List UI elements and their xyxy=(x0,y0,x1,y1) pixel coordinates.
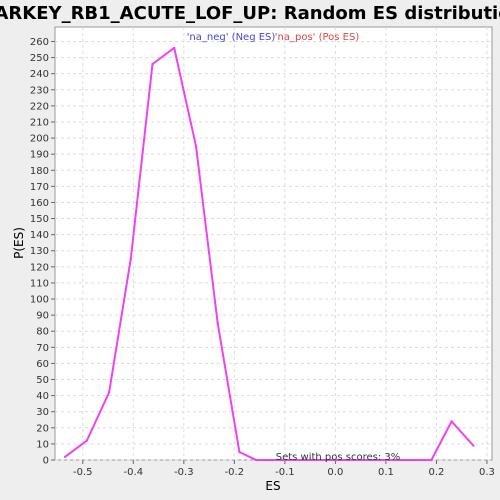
x-tick-label: 0.1 xyxy=(378,467,394,478)
series-point xyxy=(85,439,89,442)
x-axis: -0.5 -0.4 -0.3 -0.2 -0.1 0.0 0.1 0.2 0.3 xyxy=(73,460,495,478)
y-tick-label: 250 xyxy=(30,53,49,64)
series-line xyxy=(64,46,475,461)
y-axis-label: P(ES) xyxy=(12,227,26,259)
x-tick-label: -0.3 xyxy=(174,467,194,478)
series-point xyxy=(107,391,111,394)
pos-scores-annotation: Sets with pos scores: 3% xyxy=(276,452,401,463)
series-point xyxy=(450,420,453,423)
y-tick-label: 20 xyxy=(36,423,49,434)
y-tick-label: 90 xyxy=(36,311,49,322)
y-tick-label: 120 xyxy=(30,262,49,273)
y-tick-label: 190 xyxy=(30,150,49,161)
y-tick-label: 180 xyxy=(30,166,49,177)
series-point xyxy=(194,144,198,148)
x-tick-label: 0.2 xyxy=(428,467,444,478)
series-point xyxy=(173,46,176,50)
x-tick-label: -0.1 xyxy=(275,467,295,478)
grid-layer xyxy=(55,27,492,461)
x-tick-label: -0.5 xyxy=(73,467,93,478)
series-point xyxy=(151,62,154,66)
y-tick-label: 200 xyxy=(30,134,49,145)
x-tick-label: 0.0 xyxy=(327,467,343,478)
y-tick-label: 70 xyxy=(36,343,49,354)
series-point xyxy=(283,458,287,462)
legend-entry-pos: 'na_pos' (Pos ES) xyxy=(275,32,360,43)
y-tick-label: 10 xyxy=(36,439,49,450)
series-point xyxy=(334,458,337,462)
y-tick-label: 140 xyxy=(30,230,49,241)
y-tick-label: 210 xyxy=(30,117,49,128)
series-point xyxy=(216,321,219,325)
series-layer xyxy=(63,46,475,462)
series-point xyxy=(254,458,258,462)
y-tick-label: 230 xyxy=(30,85,49,96)
y-tick-label: 220 xyxy=(30,101,49,112)
y-axis: 0 10 20 30 40 50 60 70 80 90 100 110 120 130 140 150 160… xyxy=(30,37,55,467)
y-tick-label: 130 xyxy=(30,246,49,257)
series-point xyxy=(129,257,132,260)
y-tick-label: 100 xyxy=(30,295,49,306)
series-point xyxy=(472,444,475,447)
x-tick-label: 0.3 xyxy=(479,467,495,478)
plot-area xyxy=(54,26,493,461)
y-tick-label: 60 xyxy=(36,359,49,370)
series-point xyxy=(238,450,241,454)
series-point xyxy=(430,458,433,462)
y-tick-label: 30 xyxy=(36,407,49,418)
y-tick-label: 40 xyxy=(36,391,49,402)
y-tick-label: 260 xyxy=(30,37,49,48)
chart-title: MARKEY_RB1_ACUTE_LOF_UP: Random ES distr… xyxy=(0,3,500,24)
y-tick-label: 50 xyxy=(36,375,49,386)
y-tick-label: 160 xyxy=(30,198,49,209)
legend-entry-neg: 'na_neg' (Neg ES) xyxy=(187,32,276,43)
y-tick-label: 240 xyxy=(30,69,49,80)
x-axis-label: ES xyxy=(265,479,280,493)
legend: 'na_neg' (Neg ES)'na_pos' (Pos ES) xyxy=(187,32,360,43)
y-tick-label: 80 xyxy=(36,327,49,338)
series-point xyxy=(63,455,67,458)
y-tick-label: 170 xyxy=(30,182,49,193)
x-tick-label: -0.4 xyxy=(124,467,144,478)
y-tick-label: 110 xyxy=(30,278,49,289)
y-tick-label: 0 xyxy=(43,456,49,467)
series-point xyxy=(384,458,388,462)
x-tick-label: -0.2 xyxy=(225,467,245,478)
y-tick-label: 150 xyxy=(30,214,49,225)
